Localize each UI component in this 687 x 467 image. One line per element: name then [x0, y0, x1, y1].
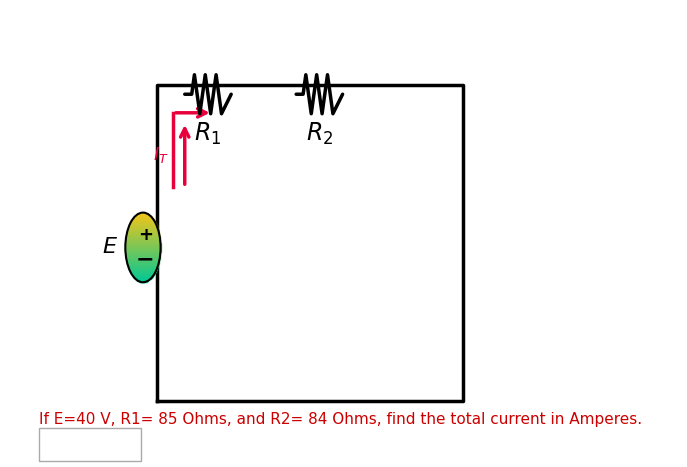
Bar — [126, 252, 160, 253]
Text: +: + — [138, 226, 153, 244]
Bar — [125, 245, 161, 246]
Bar — [135, 216, 151, 217]
Text: E: E — [102, 237, 116, 257]
Bar — [131, 273, 155, 274]
Bar — [129, 225, 157, 226]
Bar — [127, 232, 159, 233]
Bar — [128, 264, 158, 265]
Bar — [126, 243, 161, 244]
Bar — [38, 429, 141, 461]
Bar — [125, 246, 161, 247]
Bar — [126, 238, 160, 239]
Bar — [126, 255, 160, 256]
Bar — [126, 235, 159, 236]
Bar — [131, 272, 155, 273]
Bar — [140, 212, 146, 213]
Bar — [126, 239, 160, 240]
Bar — [131, 221, 155, 222]
Bar — [134, 277, 152, 278]
Bar — [128, 266, 158, 267]
Bar — [137, 279, 150, 280]
Bar — [126, 251, 161, 252]
Bar — [126, 237, 160, 238]
Bar — [128, 267, 157, 268]
Bar — [133, 275, 153, 276]
Bar — [131, 222, 155, 223]
Bar — [126, 240, 160, 241]
Bar — [125, 249, 161, 250]
Bar — [132, 274, 154, 275]
Bar — [132, 220, 154, 221]
Bar — [132, 219, 154, 220]
Bar — [135, 278, 151, 279]
Bar — [139, 213, 147, 214]
Bar — [128, 229, 158, 230]
Bar — [130, 224, 156, 225]
Bar — [130, 270, 156, 271]
Bar — [126, 234, 159, 235]
Bar — [135, 215, 150, 216]
Bar — [133, 218, 153, 219]
Bar — [127, 233, 159, 234]
Bar — [134, 276, 153, 277]
Text: $I_T$: $I_T$ — [153, 145, 168, 164]
Bar — [126, 260, 159, 261]
Bar — [126, 253, 160, 254]
Bar — [126, 258, 160, 259]
Bar — [127, 262, 159, 263]
Bar — [126, 254, 160, 255]
Text: $R_1$: $R_1$ — [194, 120, 222, 147]
Bar — [131, 223, 156, 224]
Bar — [126, 236, 160, 237]
Bar — [126, 261, 159, 262]
Bar — [128, 265, 158, 266]
Bar — [137, 280, 148, 281]
Bar — [128, 230, 158, 231]
Bar — [125, 248, 161, 249]
Bar — [126, 259, 159, 260]
Text: $R_2$: $R_2$ — [306, 120, 333, 147]
Bar — [128, 226, 157, 227]
Bar — [127, 263, 159, 264]
Bar — [126, 256, 160, 257]
Bar — [134, 217, 152, 218]
Bar — [128, 227, 157, 228]
Bar — [126, 242, 161, 243]
Bar — [139, 281, 147, 282]
Bar — [137, 214, 148, 215]
Text: −: − — [136, 250, 155, 269]
Bar — [128, 268, 157, 269]
Bar — [129, 269, 157, 270]
Bar — [126, 250, 161, 251]
Bar — [125, 247, 161, 248]
Bar — [128, 228, 158, 229]
Bar — [127, 231, 159, 232]
Text: If E=40 V, R1= 85 Ohms, and R2= 84 Ohms, find the total current in Amperes.: If E=40 V, R1= 85 Ohms, and R2= 84 Ohms,… — [38, 412, 642, 427]
Bar — [126, 241, 160, 242]
Bar — [126, 257, 160, 258]
Bar — [131, 271, 156, 272]
Bar — [126, 244, 161, 245]
